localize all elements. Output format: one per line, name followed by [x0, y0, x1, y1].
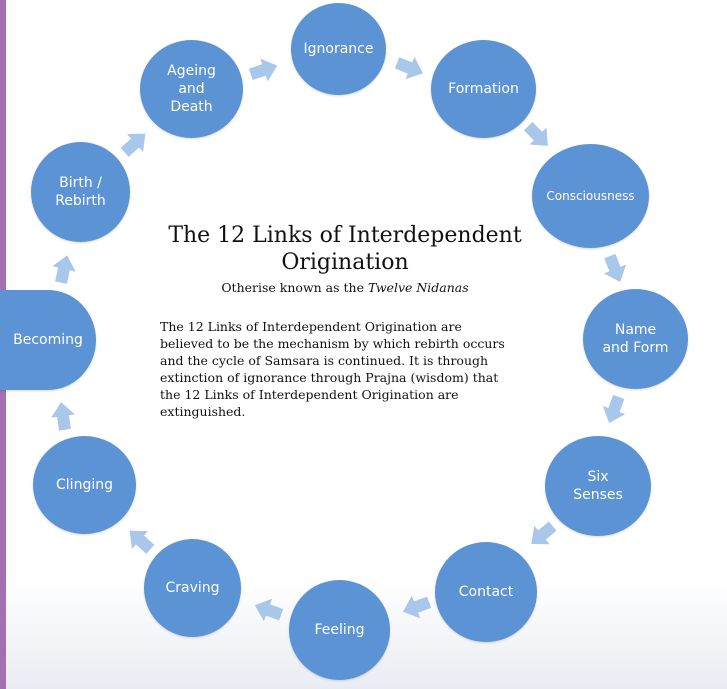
subtitle-emphasis: Twelve Nidanas — [367, 280, 469, 295]
description-line: extinction of ignorance through Prajna (… — [160, 370, 499, 385]
node-name-and-form: Name and Form — [583, 289, 688, 389]
node-contact: Contact — [435, 542, 537, 642]
node-becoming: Becoming — [0, 290, 96, 390]
description-line: believed to be the mechanism by which re… — [160, 336, 505, 351]
arrow-birth-to-ageing — [117, 125, 154, 162]
node-clinging: Clinging — [33, 436, 136, 534]
node-six-senses: Six Senses — [545, 436, 651, 536]
arrow-ignorance-to-formation — [393, 52, 428, 85]
node-consciousness: Consciousness — [532, 144, 649, 248]
arrow-contact-to-feeling — [399, 591, 434, 623]
node-ageing-and-death: Ageing and Death — [140, 40, 243, 138]
node-craving: Craving — [144, 539, 241, 637]
arrow-clinging-to-becoming — [49, 400, 77, 431]
arrow-feeling-to-craving — [251, 594, 286, 626]
arrow-name-and-form-to-six-senses — [598, 393, 630, 428]
diagram-subtitle: Otherise known as the Twelve Nidanas — [150, 280, 540, 295]
arrow-formation-to-consciousness — [520, 118, 557, 155]
subtitle-prefix: Otherise known as the — [221, 280, 368, 295]
description-line: The 12 Links of Interdependent Originati… — [160, 319, 462, 334]
arrow-becoming-to-birth — [49, 253, 79, 286]
node-birth-rebirth: Birth / Rebirth — [31, 142, 130, 242]
arrow-consciousness-to-name-and-form — [599, 252, 632, 287]
arrow-craving-to-clinging — [122, 522, 159, 559]
arrow-six-senses-to-contact — [524, 517, 561, 553]
description-line: and the cycle of Samsara is continued. I… — [160, 353, 489, 368]
node-feeling: Feeling — [289, 580, 390, 680]
diagram-description: The 12 Links of Interdependent Originati… — [160, 318, 512, 420]
arrow-ageing-to-ignorance — [247, 54, 281, 85]
diagram-title: The 12 Links of Interdependent Originati… — [168, 223, 522, 275]
description-line: extinguished. — [160, 404, 246, 419]
node-formation: Formation — [431, 40, 536, 138]
description-line: the 12 Links of Interdependent Originati… — [160, 387, 459, 402]
node-ignorance: Ignorance — [291, 3, 386, 95]
